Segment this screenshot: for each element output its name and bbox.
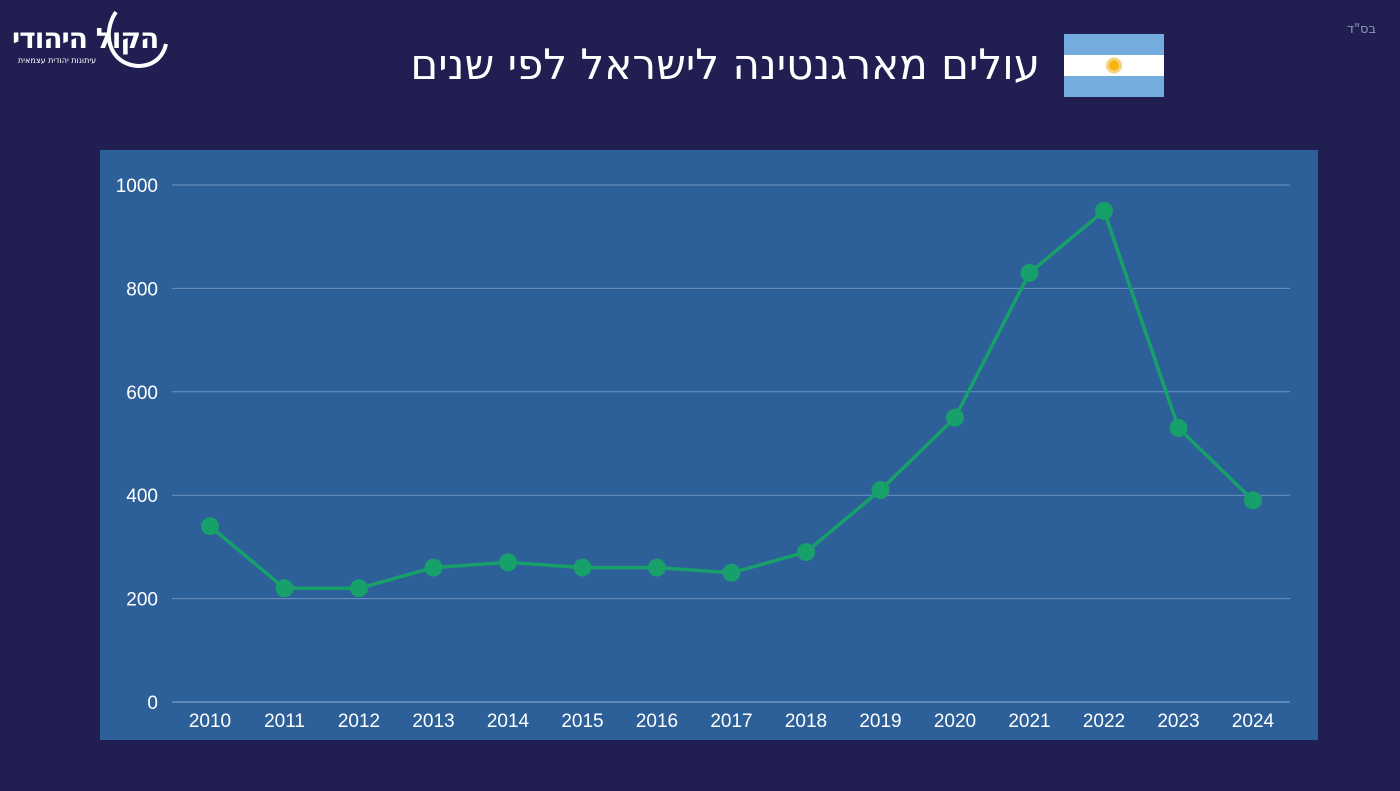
argentina-flag-icon: [1064, 34, 1164, 97]
data-point: [573, 558, 592, 577]
y-tick-label: 800: [126, 279, 158, 300]
x-tick-label: 2021: [1008, 711, 1050, 732]
x-tick-label: 2016: [636, 711, 678, 732]
data-point: [722, 563, 741, 582]
x-tick-label: 2020: [934, 711, 976, 732]
x-tick-label: 2012: [338, 711, 380, 732]
line-chart: 0 200 400 600 800 1000 2010 2011 2012 2013 2014 201…: [116, 176, 1290, 732]
x-tick-label: 2014: [487, 711, 530, 732]
x-tick-label: 2019: [859, 711, 901, 732]
y-tick-label: 600: [126, 383, 158, 404]
data-point: [424, 558, 443, 577]
x-tick-label: 2017: [710, 711, 752, 732]
data-point: [350, 579, 368, 598]
x-tick-label: 2018: [785, 711, 827, 732]
data-point: [201, 517, 219, 536]
x-tick-label: 2023: [1157, 711, 1199, 732]
data-point: [946, 408, 964, 427]
series-line: [208, 209, 1255, 591]
data-point: [797, 543, 815, 562]
page-title: עולים מארגנטינה לישראל לפי שנים: [410, 40, 1040, 89]
x-tick-label: 2010: [189, 711, 231, 732]
data-point: [648, 558, 666, 577]
data-point: [871, 481, 890, 500]
data-point: [1095, 201, 1113, 220]
chart-panel: 0 200 400 600 800 1000 2010 2011 2012 2013 2014 201…: [100, 150, 1318, 740]
x-tick-label: 2013: [412, 711, 454, 732]
corner-mark: בס"ד: [1346, 22, 1376, 37]
x-tick-label: 2022: [1083, 711, 1125, 732]
y-tick-label: 0: [147, 693, 158, 714]
logo-text: הקול היהודי: [12, 22, 159, 55]
logo-subtitle: עיתונות יהודית עצמאית: [18, 56, 97, 65]
x-tick-label: 2015: [561, 711, 603, 732]
data-point: [275, 579, 294, 598]
logo: הקול היהודי עיתונות יהודית עצמאית: [12, 8, 202, 70]
data-point: [1020, 263, 1039, 282]
y-tick-label: 200: [126, 590, 158, 611]
x-tick-label: 2024: [1232, 711, 1275, 732]
x-tick-label: 2011: [264, 711, 305, 732]
data-point: [499, 553, 517, 572]
data-point: [1169, 418, 1188, 437]
y-tick-label: 400: [126, 486, 158, 507]
y-tick-label: 1000: [116, 176, 158, 197]
logo-swoosh-icon: [106, 10, 168, 69]
data-point: [1244, 491, 1262, 510]
